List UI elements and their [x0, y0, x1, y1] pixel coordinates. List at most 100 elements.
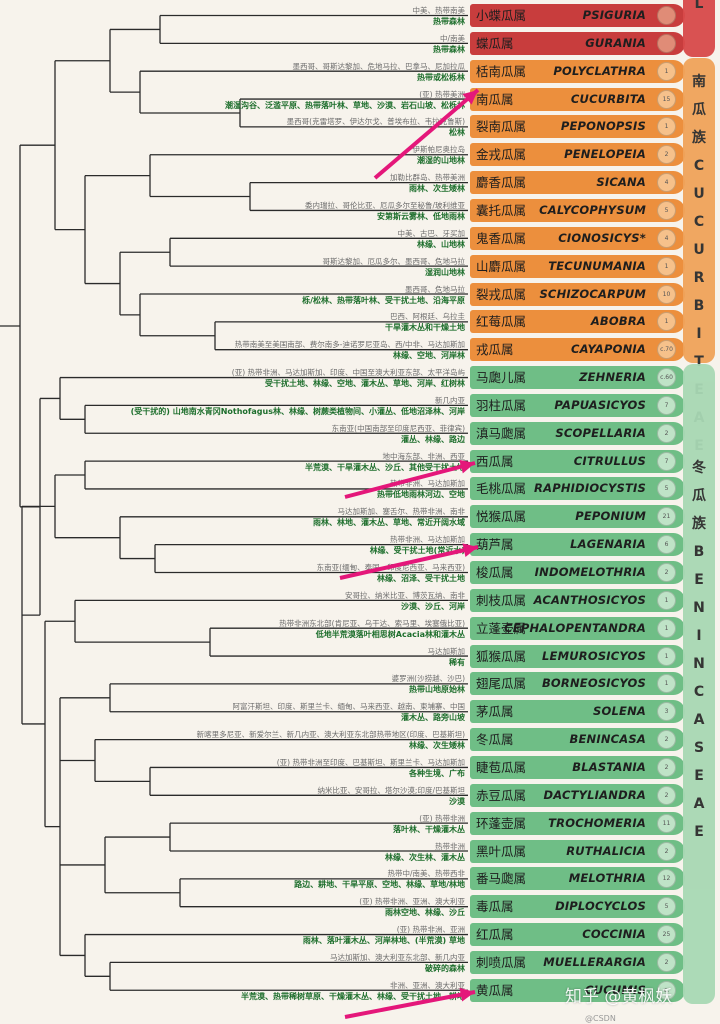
genus-chinese-name: 立蓬壶属 — [476, 620, 527, 636]
genus-latin-name: CUCUMIS — [585, 982, 646, 997]
genus-chinese-name: 栝南瓜属 — [476, 63, 527, 79]
genus-distribution: 非洲、亚洲、澳大利亚 半荒漠、热带稀树草原、干燥灌木丛、林缘、受干扰土地、耕地 — [120, 980, 465, 1002]
genus-distribution: 热带非洲、马达加斯加 热带低地雨林河边、空地 — [120, 478, 465, 500]
species-count-badge: c.60 — [657, 368, 676, 388]
species-count-badge — [657, 6, 676, 25]
genus-chinese-name: 环蓬壶属 — [476, 815, 527, 831]
tribe-label-char: A — [693, 712, 705, 729]
habitat-text: 热带森林 — [433, 44, 465, 54]
genus-latin-name: INDOMELOTHRIA — [534, 565, 646, 579]
distribution-region: 墨西哥、哥斯达黎加、危地马拉、巴拿马、尼加拉瓜 — [292, 61, 466, 71]
genus-distribution: 婆罗洲(沙捞越、沙巴) 热带山地原始林 — [120, 673, 465, 695]
genus-latin-name: TROCHOMERIA — [548, 815, 646, 830]
tribe-label-char: R — [693, 269, 705, 286]
genus-latin-name: PENELOPEIA — [564, 147, 646, 162]
tribe-label-char: 族 — [692, 129, 706, 146]
genus-distribution: 东南亚(缅甸、泰国、印度尼西亚、马来西亚) 林缘、沼泽、受干扰土地 — [120, 562, 465, 584]
habitat-text: 稀有 — [449, 657, 465, 667]
tribe-label-char: 南 — [692, 73, 706, 90]
genus-latin-name: BLASTANIA — [572, 759, 646, 774]
distribution-region: 热带非洲、马达加斯加 — [390, 479, 465, 489]
genus-latin-name: DACTYLIANDRA — [543, 787, 646, 802]
genus-bar — [470, 226, 685, 250]
habitat-text: 雨林、林地、灌木丛、草地、常近开阔水域 — [313, 518, 465, 528]
distribution-region: 阿富汗斯坦、印度、斯里兰卡、缅甸、马来西亚、越南、柬埔寨、中国 — [232, 702, 466, 712]
species-count-badge: 5 — [657, 897, 676, 917]
distribution-region: 墨西哥、危地马拉 — [405, 284, 465, 294]
tribe-label-char: I — [696, 628, 702, 645]
habitat-text: 半荒漠、热带稀树草原、干燥灌木丛、林缘、受干扰土地、耕地 — [241, 991, 465, 1001]
genus-chinese-name: 狐猴瓜属 — [476, 648, 527, 664]
genus-latin-name: PEPONIUM — [575, 509, 646, 524]
genus-distribution: 马达加斯加、澳大利亚东北部、新几内亚 破碎的森林 — [120, 952, 465, 974]
distribution-region: 热带非洲、马达加斯加 — [390, 535, 465, 545]
distribution-region: (亚) 热带非洲 — [419, 813, 465, 823]
genus-distribution: 热带中/南美、热带西非 路边、耕地、干旱平原、空地、林缘、草地/林地 — [120, 868, 465, 890]
genus-bar — [470, 143, 685, 167]
genus-chinese-name: 茅瓜属 — [476, 704, 514, 720]
genus-chinese-name: 番马瓟属 — [476, 871, 527, 887]
tribe-label-char: L — [694, 0, 704, 12]
genus-chinese-name: 马瓟儿属 — [476, 370, 527, 386]
tribe-label-char: 冬 — [692, 460, 706, 477]
genus-latin-name: RAPHIDIOCYSTIS — [534, 481, 646, 496]
distribution-region: 巴西、阿根廷、乌拉圭 — [390, 312, 465, 322]
genus-bar — [470, 115, 685, 139]
genus-bar — [470, 533, 685, 557]
species-count-badge: 3 — [657, 702, 676, 722]
habitat-text: 松林 — [449, 128, 465, 138]
genus-chinese-name: 悦猴瓜属 — [476, 509, 527, 525]
genus-distribution: 墨西哥、危地马拉 栎/松林、热带落叶林、受干扰土地、沿海平原 — [120, 284, 465, 306]
genus-chinese-name: 睫苞瓜属 — [476, 759, 527, 775]
genus-chinese-name: 滇马瓟属 — [476, 425, 527, 441]
species-count-badge: 1 — [657, 61, 676, 81]
genus-latin-name: ABOBRA — [590, 314, 646, 329]
habitat-text: 安第斯云雾林、低地雨林 — [377, 211, 465, 221]
habitat-text: 潮湿的山地林 — [417, 156, 465, 166]
species-count-badge: 10 — [657, 284, 676, 304]
genus-bar — [470, 923, 685, 947]
genus-bar — [470, 4, 685, 27]
species-count-badge: 2 — [657, 145, 676, 165]
genus-distribution: 安哥拉、纳米比亚、博茨瓦纳、南非 沙漠、沙丘、河岸 — [120, 590, 465, 612]
habitat-text: 雨林、落叶灌木丛、河岸林地、(半荒漠) 草地 — [302, 936, 465, 946]
species-count-badge: 6 — [657, 535, 676, 555]
genus-latin-name: DIPLOCYCLOS — [555, 899, 646, 914]
tribe-label-char: C — [693, 213, 705, 230]
genus-distribution: 中/南美 热带森林 — [120, 33, 465, 55]
distribution-region: (亚) 热带非洲至印度、巴基斯坦、斯里兰卡、马达加斯加 — [276, 757, 465, 767]
tribe-label-char: A — [693, 796, 705, 813]
genus-chinese-name: 红瓜属 — [476, 927, 514, 943]
genus-distribution: 新喀里多尼亚、新爱尔兰、新几内亚、澳大利亚东北部热带地区(印度、巴基斯坦) 林缘、… — [120, 729, 465, 751]
genus-latin-name: ZEHNERIA — [579, 370, 646, 385]
habitat-text: 热带或松栎林 — [417, 72, 465, 82]
genus-distribution: 墨西哥、哥斯达黎加、危地马拉、巴拿马、尼加拉瓜 热带或松栎林 — [120, 61, 466, 83]
genus-chinese-name: 麝香瓜属 — [476, 175, 527, 191]
species-count-badge: 1 — [657, 590, 676, 610]
genus-chinese-name: 葫芦属 — [476, 537, 514, 553]
tribe-label-char: N — [693, 600, 705, 617]
genus-latin-name: CITRULLUS — [573, 453, 646, 468]
species-count-badge: 12 — [657, 869, 676, 889]
genus-distribution: 巴西、阿根廷、乌拉圭 干旱灌木丛和干燥土地 — [120, 311, 465, 333]
genus-distribution: 伊斯帕尼奥拉岛 潮湿的山地林 — [120, 144, 466, 166]
genus-chinese-name: 南瓜属 — [476, 91, 514, 107]
genus-chinese-name: 刺喷瓜属 — [476, 954, 527, 970]
genus-latin-name: SCOPELLARIA — [555, 425, 646, 440]
genus-latin-name: SCHIZOCARPUM — [539, 286, 646, 301]
genus-latin-name: TECUNUMANIA — [548, 258, 646, 273]
genus-chinese-name: 鬼香瓜属 — [476, 230, 527, 246]
genus-distribution: (亚) 热带非洲至印度、巴基斯坦、斯里兰卡、马达加斯加 各种生境、广布 — [120, 757, 465, 779]
species-count-badge: 4 — [657, 173, 676, 193]
genus-bar — [470, 811, 685, 835]
genus-distribution: 热带非洲 林缘、次生林、灌木丛 — [120, 841, 465, 863]
species-count-badge: 1 — [657, 256, 676, 276]
habitat-text: 林缘、次生林、灌木丛 — [385, 852, 465, 862]
tribe-label-char: E — [694, 768, 704, 785]
habitat-text: 灌木丛、路旁山坡 — [401, 713, 465, 723]
genus-chinese-name: 毒瓜属 — [476, 899, 514, 915]
genus-latin-name: CALYCOPHYSUM — [539, 202, 646, 217]
genus-bar — [470, 644, 685, 668]
habitat-text: 热带山地原始林 — [409, 685, 465, 695]
